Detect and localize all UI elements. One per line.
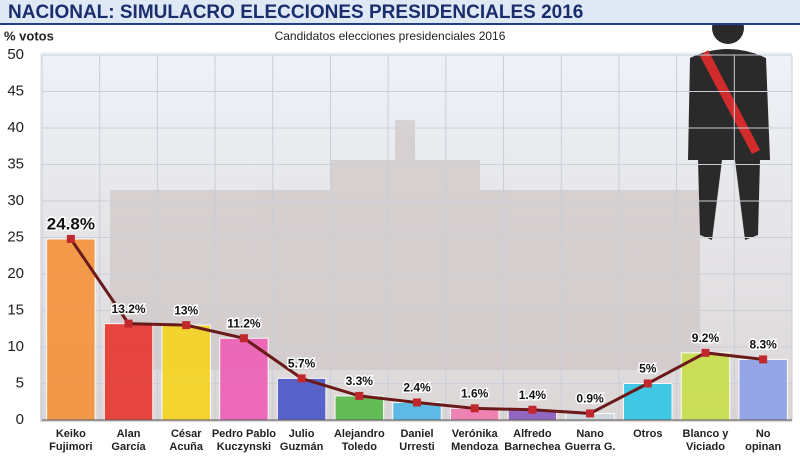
line-marker: [182, 321, 191, 330]
y-tick-label: 25: [7, 228, 24, 245]
line-marker: [586, 409, 595, 418]
line-marker: [355, 391, 364, 400]
y-tick-label: 15: [7, 301, 24, 318]
y-tick-label: 35: [7, 155, 24, 172]
y-tick-label: 0: [16, 411, 24, 428]
x-tick-label: Viciado: [686, 441, 725, 453]
bar: [680, 352, 731, 421]
y-tick-label: 10: [7, 338, 24, 355]
y-axis-label: % votos: [4, 28, 54, 43]
value-label: 9.2%: [692, 331, 720, 345]
x-tick-label: Kuczynski: [217, 441, 271, 453]
x-tick-label: Guzmán: [280, 441, 324, 453]
line-marker: [759, 355, 768, 364]
line-marker: [701, 348, 710, 357]
line-marker: [470, 404, 479, 413]
value-label: 0.9%: [576, 392, 604, 406]
x-tick-label: Otros: [633, 428, 662, 440]
line-marker: [66, 234, 75, 243]
chart-subtitle: Candidatos elecciones presidenciales 201…: [275, 29, 506, 43]
y-tick-label: 45: [7, 82, 24, 99]
y-tick-label: 20: [7, 265, 24, 282]
value-label: 5.7%: [288, 357, 316, 371]
x-tick-label: Alan: [117, 428, 141, 440]
x-tick-label: Alejandro: [334, 428, 385, 440]
x-tick-label: Toledo: [342, 441, 378, 453]
value-label: 1.4%: [519, 388, 547, 402]
value-label: 2.4%: [403, 381, 431, 395]
x-tick-label: Verónika: [452, 428, 499, 440]
line-marker: [239, 334, 248, 343]
x-tick-label: Urresti: [399, 441, 434, 453]
value-label: 11.2%: [227, 316, 261, 330]
x-tick-label: Alfredo: [513, 428, 552, 440]
title-bar: [0, 0, 800, 24]
x-tick-label: Pedro Pablo: [212, 428, 276, 440]
value-label: 5%: [639, 362, 657, 376]
line-marker: [528, 405, 537, 414]
y-tick-label: 30: [7, 192, 24, 209]
x-tick-label: García: [111, 441, 146, 453]
value-label: 3.3%: [346, 374, 374, 388]
x-tick-label: Mendoza: [451, 441, 499, 453]
y-tick-label: 40: [7, 119, 24, 136]
x-tick-label: No: [756, 428, 771, 440]
y-tick-label: 5: [16, 374, 24, 391]
value-label: 13%: [174, 303, 198, 317]
line-marker: [124, 319, 133, 328]
bar: [219, 337, 269, 421]
value-label: 8.3%: [749, 338, 777, 352]
x-tick-label: Barnechea: [504, 441, 561, 453]
line-marker: [297, 374, 306, 383]
x-tick-label: opinan: [745, 441, 781, 453]
chart-title: NACIONAL: SIMULACRO ELECCIONES PRESIDENC…: [8, 2, 583, 23]
bar: [103, 323, 154, 421]
x-tick-label: Nano: [576, 428, 604, 440]
value-label: 1.6%: [461, 386, 489, 400]
x-tick-label: Acuña: [169, 441, 204, 453]
x-tick-label: Blanco y: [683, 428, 730, 440]
bar: [623, 383, 673, 421]
y-tick-label: 50: [7, 46, 24, 63]
value-label: 24.8%: [47, 214, 95, 233]
bar: [738, 358, 788, 421]
bar: [161, 324, 211, 421]
value-label: 13.2%: [112, 302, 146, 316]
bar: [46, 238, 96, 421]
x-tick-label: Fujimori: [49, 441, 92, 453]
x-tick-label: Keiko: [56, 428, 86, 440]
line-marker: [413, 398, 421, 407]
x-tick-label: Guerra G.: [565, 441, 616, 453]
line-marker: [643, 379, 652, 388]
x-tick-label: César: [171, 428, 202, 440]
x-tick-label: Daniel: [400, 428, 433, 440]
x-tick-label: Julio: [289, 428, 315, 440]
